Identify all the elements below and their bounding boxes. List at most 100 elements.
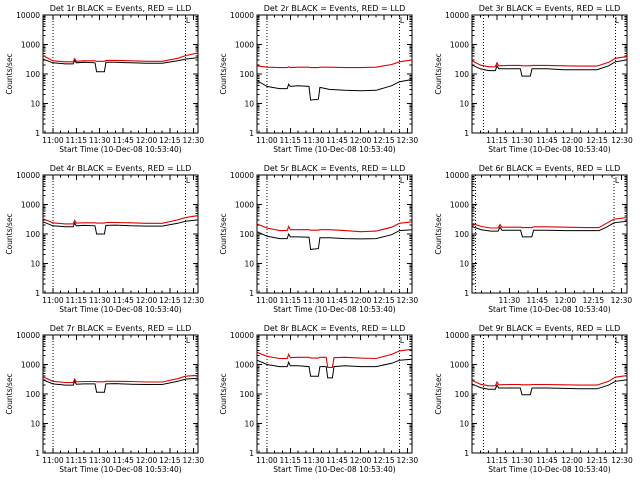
x-axis-label: Start Time (10-Dec-08 10:53:40) [488, 145, 610, 154]
x-tick-label: 12:30 [183, 456, 205, 465]
y-tick-label: 10 [244, 100, 254, 109]
series-line-events [42, 377, 199, 393]
series-line-events [42, 57, 199, 73]
x-tick-label: 12:00 [136, 456, 158, 465]
chart-panel-9: Det 9r BLACK = Events, RED = LLD 1 10 100 10… [434, 324, 633, 474]
chart-panel-1: Det 1r BLACK = Events, RED = LLD 1 10 100 10… [5, 4, 204, 154]
chart-panel-5: Det 5r BLACK = Events, RED = LLD 1 10 100 10… [219, 164, 418, 314]
y-tick-label: 100 [26, 390, 41, 399]
y-tick-label: 1 [464, 129, 469, 138]
x-tick-label: 11:30 [89, 136, 111, 145]
x-tick-label: 11:45 [112, 296, 134, 305]
x-tick-label: 12:00 [561, 136, 583, 145]
series-line-events [471, 59, 628, 77]
x-tick-label: 12:00 [350, 456, 372, 465]
y-tick-label: 1000 [21, 361, 40, 370]
chart-panel-7: Det 7r BLACK = Events, RED = LLD 1 10 100 10… [5, 324, 204, 474]
y-axis-label: Counts/sec [434, 373, 443, 414]
y-tick-label: 1000 [235, 361, 254, 370]
y-tick-label: 10 [30, 100, 40, 109]
plot-frame [256, 334, 413, 454]
series-line-events [471, 220, 628, 238]
x-tick-label: 12:30 [611, 136, 633, 145]
series-line-lld [471, 217, 628, 229]
x-tick-label: 12:30 [183, 296, 205, 305]
x-tick-label: 12:15 [586, 136, 608, 145]
series-line-events [256, 79, 413, 101]
y-axis-label: Counts/sec [219, 53, 228, 94]
x-tick-label: 11:30 [303, 296, 325, 305]
y-tick-label: 100 [455, 390, 470, 399]
x-tick-label: 11:00 [42, 296, 64, 305]
y-tick-label: 1000 [235, 41, 254, 50]
x-tick-label: 11:00 [256, 296, 278, 305]
y-tick-label: 1000 [450, 201, 469, 210]
y-tick-label: 100 [240, 70, 255, 79]
x-tick-label: 12:00 [136, 136, 158, 145]
x-tick-label: 11:30 [303, 456, 325, 465]
y-axis-label: Counts/sec [5, 213, 14, 254]
series-line-lld [471, 375, 628, 387]
y-tick-label: 1 [35, 289, 40, 298]
y-tick-label: 10000 [16, 331, 40, 340]
y-tick-label: 10 [459, 420, 469, 429]
y-tick-label: 1 [35, 449, 40, 458]
x-tick-label: 12:15 [373, 456, 395, 465]
y-axis-label: Counts/sec [219, 373, 228, 414]
series-line-lld [42, 215, 199, 225]
corner-marker: L [186, 16, 191, 25]
y-axis-label: Counts/sec [434, 213, 443, 254]
x-tick-label: 12:15 [159, 136, 181, 145]
corner-marker: L [400, 16, 405, 25]
y-tick-label: 1 [35, 129, 40, 138]
x-tick-label: 11:45 [326, 136, 348, 145]
y-tick-label: 100 [26, 230, 41, 239]
y-tick-label: 10000 [445, 331, 469, 340]
x-tick-label: 12:30 [397, 296, 419, 305]
y-tick-label: 100 [26, 70, 41, 79]
chart-title: Det 6r BLACK = Events, RED = LLD [479, 164, 621, 173]
x-axis-label: Start Time (10-Dec-08 10:53:40) [273, 145, 395, 154]
x-axis-label: Start Time (10-Dec-08 10:53:40) [488, 305, 610, 314]
corner-marker: L [400, 176, 405, 185]
y-tick-label: 10 [30, 260, 40, 269]
corner-marker: L [186, 336, 191, 345]
x-tick-label: 11:15 [65, 296, 87, 305]
corner-marker: L [615, 16, 620, 25]
y-tick-label: 1000 [450, 41, 469, 50]
plot-frame [471, 334, 628, 454]
x-tick-label: 11:45 [326, 456, 348, 465]
x-axis-label: Start Time (10-Dec-08 10:53:40) [273, 465, 395, 474]
y-tick-label: 1 [464, 289, 469, 298]
x-tick-label: 12:15 [373, 136, 395, 145]
x-tick-label: 11:00 [256, 456, 278, 465]
series-line-lld [42, 374, 199, 384]
chart-panel-8: Det 8r BLACK = Events, RED = LLD 1 10 100 10… [219, 324, 418, 474]
x-tick-label: 11:15 [279, 296, 301, 305]
y-axis-label: Counts/sec [5, 53, 14, 94]
y-tick-label: 10000 [445, 171, 469, 180]
chart-title: Det 1r BLACK = Events, RED = LLD [50, 4, 192, 13]
x-tick-label: 12:30 [183, 136, 205, 145]
y-tick-label: 1 [249, 129, 254, 138]
y-tick-label: 1 [249, 449, 254, 458]
chart-panel-3: Det 3r BLACK = Events, RED = LLD 1 10 100 10… [434, 4, 633, 154]
plot-frame [471, 14, 628, 134]
x-tick-label: 12:00 [350, 296, 372, 305]
chart-title: Det 7r BLACK = Events, RED = LLD [50, 324, 192, 333]
y-tick-label: 1000 [450, 361, 469, 370]
y-tick-label: 10 [30, 420, 40, 429]
x-tick-label: 11:45 [112, 456, 134, 465]
x-tick-label: 11:30 [499, 296, 521, 305]
y-tick-label: 100 [240, 390, 255, 399]
y-tick-label: 10000 [230, 171, 254, 180]
y-axis-label: Counts/sec [434, 53, 443, 94]
chart-panel-2: Det 2r BLACK = Events, RED = LLD 1 10 100 10… [219, 4, 418, 154]
x-tick-label: 11:00 [256, 136, 278, 145]
series-line-lld [42, 52, 199, 63]
x-tick-label: 11:15 [279, 456, 301, 465]
chart-panel-6: Det 6r BLACK = Events, RED = LLD 1 10 100 10… [434, 164, 632, 314]
x-tick-label: 11:45 [536, 136, 558, 145]
y-tick-label: 10 [459, 100, 469, 109]
